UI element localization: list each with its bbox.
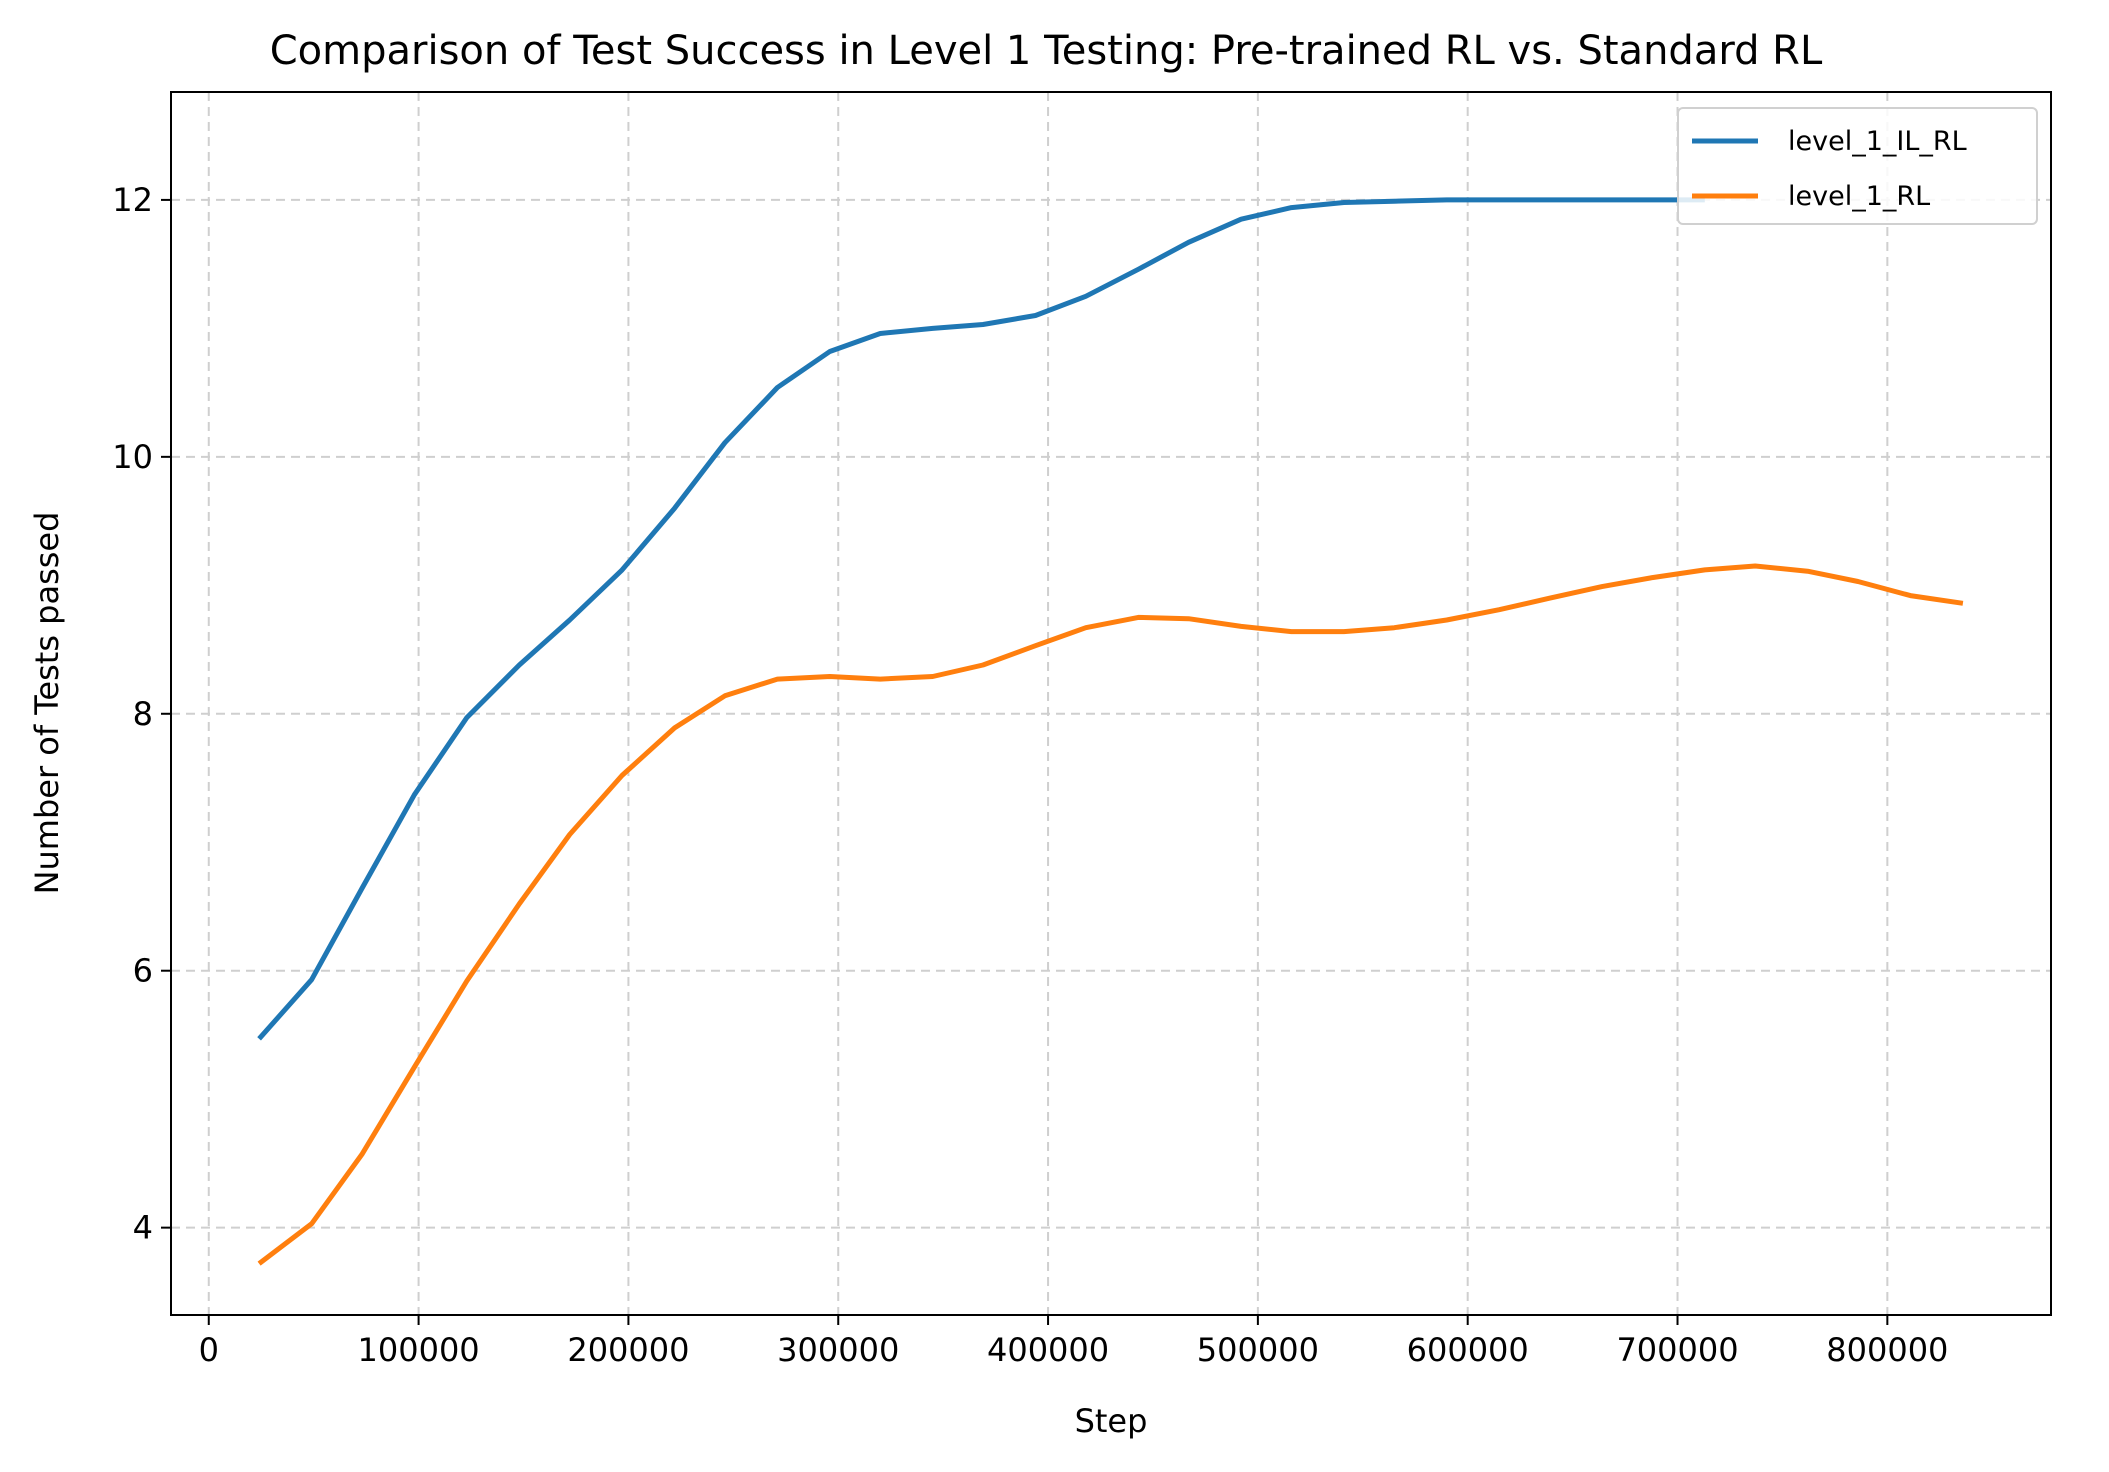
x-tick-label: 500000 [1197, 1331, 1319, 1369]
y-axis-label: Number of Tests passed [28, 512, 66, 895]
series-layer [257, 197, 1964, 1266]
x-tick-label: 800000 [1826, 1331, 1948, 1369]
y-axis-ticks: 4 6 8 10 12 [112, 181, 171, 1247]
x-tick-label: 200000 [567, 1331, 689, 1369]
x-tick-label: 300000 [777, 1331, 899, 1369]
x-tick-label: 700000 [1616, 1331, 1738, 1369]
x-axis-ticks: 0 100000 200000 300000 400000 500000 600000 700… [199, 1315, 1948, 1369]
x-tick-label: 400000 [987, 1331, 1109, 1369]
legend: level_1_IL_RL level_1_RL [1677, 107, 2038, 225]
x-tick-label: 0 [199, 1331, 219, 1369]
series-line-level_1_RL [257, 563, 1964, 1266]
x-tick-label: 100000 [358, 1331, 480, 1369]
plot-area-frame [170, 91, 2052, 1316]
x-tick-label: 600000 [1407, 1331, 1529, 1369]
x-axis-label: Step [1075, 1402, 1148, 1440]
y-tick-label: 4 [133, 1209, 153, 1247]
legend-label-level_1_IL_RL: level_1_IL_RL [1788, 126, 1967, 157]
chart-title: Comparison of Test Success in Level 1 Te… [270, 28, 1823, 74]
y-tick-label: 8 [133, 695, 153, 733]
series-line-level_1_IL_RL [257, 197, 1705, 1041]
y-tick-label: 12 [112, 181, 153, 219]
y-tick-label: 6 [133, 952, 153, 990]
grid [171, 92, 2051, 1315]
legend-label-level_1_RL: level_1_RL [1788, 181, 1930, 212]
legend-box [1677, 107, 2038, 225]
y-tick-label: 10 [112, 438, 153, 476]
